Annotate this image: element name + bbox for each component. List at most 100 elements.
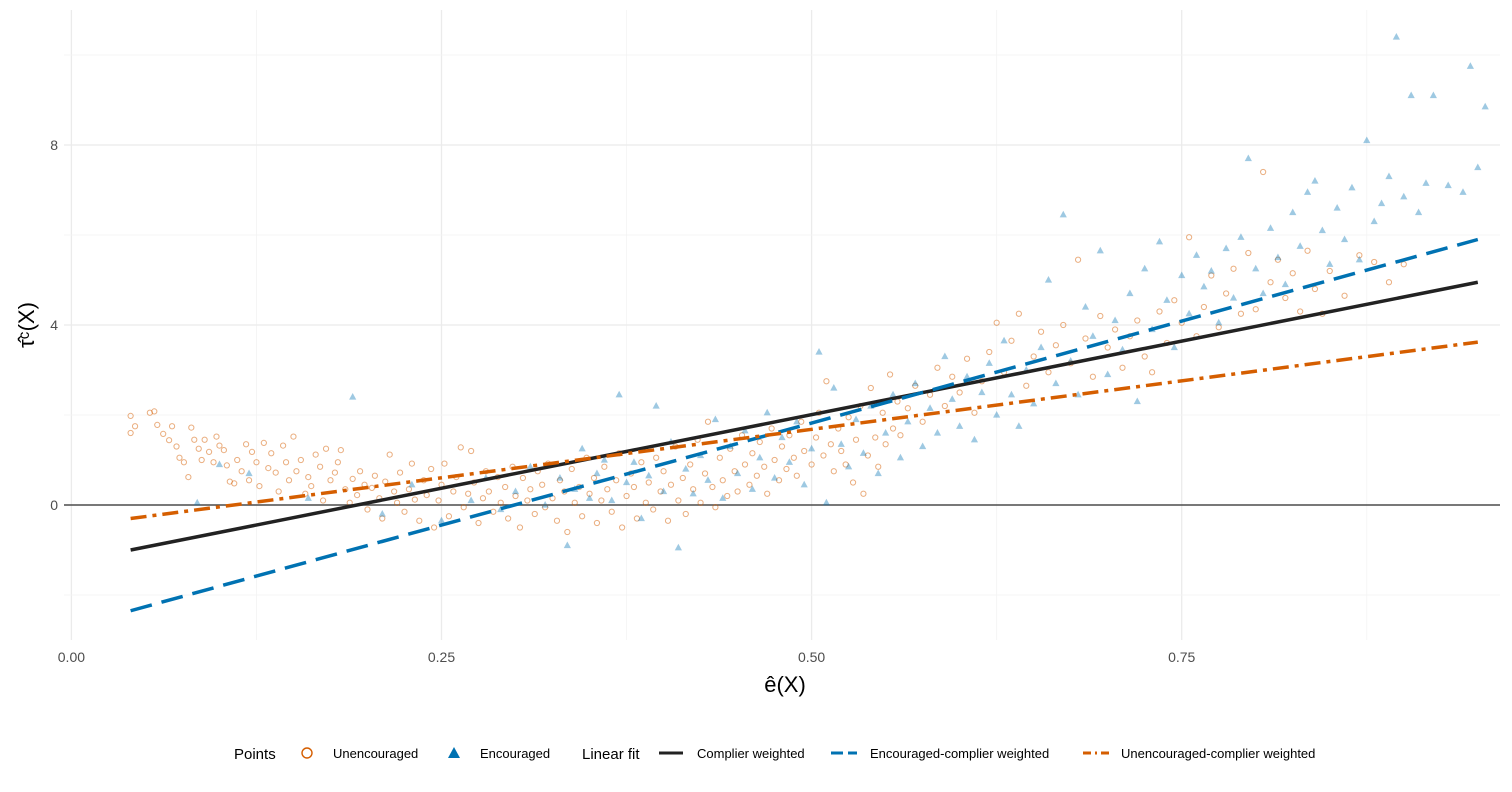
encouraged-point — [1266, 224, 1275, 231]
unencouraged-point — [305, 474, 312, 481]
unencouraged-point — [312, 451, 319, 458]
unencouraged-point — [820, 452, 827, 459]
unencouraged-point — [1119, 364, 1126, 371]
unencouraged-point — [253, 459, 260, 466]
unencouraged-point — [1156, 308, 1163, 315]
unencouraged-point — [568, 465, 575, 473]
encouraged-point — [778, 433, 786, 441]
encouraged-point — [719, 494, 727, 501]
unencouraged-point — [297, 456, 304, 464]
encouraged-point — [933, 429, 942, 436]
unencouraged-point — [260, 439, 267, 446]
unencouraged-point — [1245, 249, 1252, 257]
unencouraged-point — [127, 429, 134, 437]
unencouraged-point — [598, 497, 605, 504]
encouraged-point — [1141, 264, 1149, 272]
grid — [64, 10, 1500, 640]
unencouraged-point — [719, 477, 726, 484]
encouraged-point — [941, 352, 949, 360]
encouraged-point — [467, 496, 475, 504]
unencouraged-point — [1030, 353, 1037, 360]
encouraged-point — [882, 429, 890, 436]
unencouraged-point — [531, 510, 538, 518]
encouraged-point — [652, 402, 660, 409]
unencouraged-point — [1385, 279, 1393, 286]
encouraged-point — [378, 510, 386, 517]
unencouraged-point — [679, 474, 686, 482]
unencouraged-point — [842, 461, 849, 468]
legend-label-complier-weighted: Complier weighted — [697, 746, 805, 761]
encouraged-point — [1326, 260, 1334, 267]
encouraged-point — [1037, 343, 1045, 351]
unencouraged-point — [556, 477, 564, 484]
unencouraged-point — [293, 468, 300, 475]
unencouraged-point — [176, 454, 183, 461]
unencouraged-point — [1171, 297, 1178, 304]
unencouraged-point — [879, 409, 886, 416]
encouraged-point — [830, 384, 838, 391]
unencouraged-point — [586, 490, 593, 497]
encouraged-point — [822, 498, 831, 506]
encouraged-point — [1104, 370, 1112, 378]
unencouraged-point — [1186, 234, 1193, 241]
unencouraged-point — [864, 452, 871, 459]
encouraged-point — [1244, 154, 1252, 162]
unencouraged-point — [475, 519, 482, 527]
unencouraged-point — [337, 447, 344, 454]
encouraged-point — [1044, 276, 1053, 283]
legend-label-unencouraged-complier-weighted: Unencouraged-complier weighted — [1121, 746, 1315, 761]
unencouraged-point — [1200, 303, 1208, 311]
encouraged-point — [1444, 181, 1452, 189]
unencouraged-point — [1060, 321, 1067, 329]
unencouraged-point — [416, 517, 423, 524]
unencouraged-point — [667, 481, 675, 488]
unencouraged-point — [1037, 328, 1045, 335]
unencouraged-point — [793, 472, 800, 479]
encouraged-point — [1229, 294, 1238, 301]
unencouraged-point — [746, 481, 753, 488]
unencouraged-point — [604, 486, 611, 493]
encouraged-point — [741, 426, 749, 434]
encouraged-point — [1318, 226, 1326, 234]
unencouraged-point — [1356, 252, 1363, 259]
encouraged-point — [756, 453, 764, 461]
y-axis-title: τ̂ᶜ(X) — [14, 302, 39, 348]
unencouraged-point — [753, 472, 760, 479]
unencouraged-point — [764, 490, 771, 497]
unencouraged-point — [465, 490, 472, 497]
encouraged-point — [748, 485, 756, 492]
encouraged-point — [770, 474, 779, 481]
encouraged-point — [800, 480, 808, 488]
encouraged-point — [1407, 91, 1415, 99]
unencouraged-point — [386, 451, 393, 458]
encouraged-point — [1274, 253, 1282, 261]
unencouraged-point — [435, 497, 442, 504]
encouraged-point — [1259, 289, 1267, 297]
unencouraged-point — [1082, 335, 1089, 342]
unencouraged-point — [393, 499, 401, 506]
unencouraged-point — [619, 524, 626, 531]
x-tick-label: 0.25 — [428, 649, 455, 665]
encouraged-point — [408, 480, 416, 488]
legend-open-circle-icon — [301, 747, 313, 759]
unencouraged-point — [516, 524, 524, 531]
encouraged-point — [193, 498, 201, 506]
encouraged-point — [837, 440, 845, 447]
unencouraged-point — [198, 456, 205, 464]
unencouraged-point — [368, 484, 376, 491]
unencouraged-point — [642, 499, 649, 506]
encouraged-point — [919, 442, 927, 450]
encouraged-point — [985, 359, 993, 366]
encouraged-point — [1289, 208, 1297, 216]
encouraged-point — [926, 404, 934, 411]
unencouraged-point — [741, 461, 749, 468]
encouraged-point — [1030, 399, 1038, 407]
encouraged-point — [1192, 251, 1201, 258]
unencouraged-point — [682, 510, 689, 518]
unencouraged-point — [379, 515, 386, 522]
unencouraged-point — [638, 459, 645, 466]
unencouraged-point — [768, 425, 775, 432]
unencouraged-point — [371, 472, 378, 479]
encouraged-point — [911, 379, 919, 387]
